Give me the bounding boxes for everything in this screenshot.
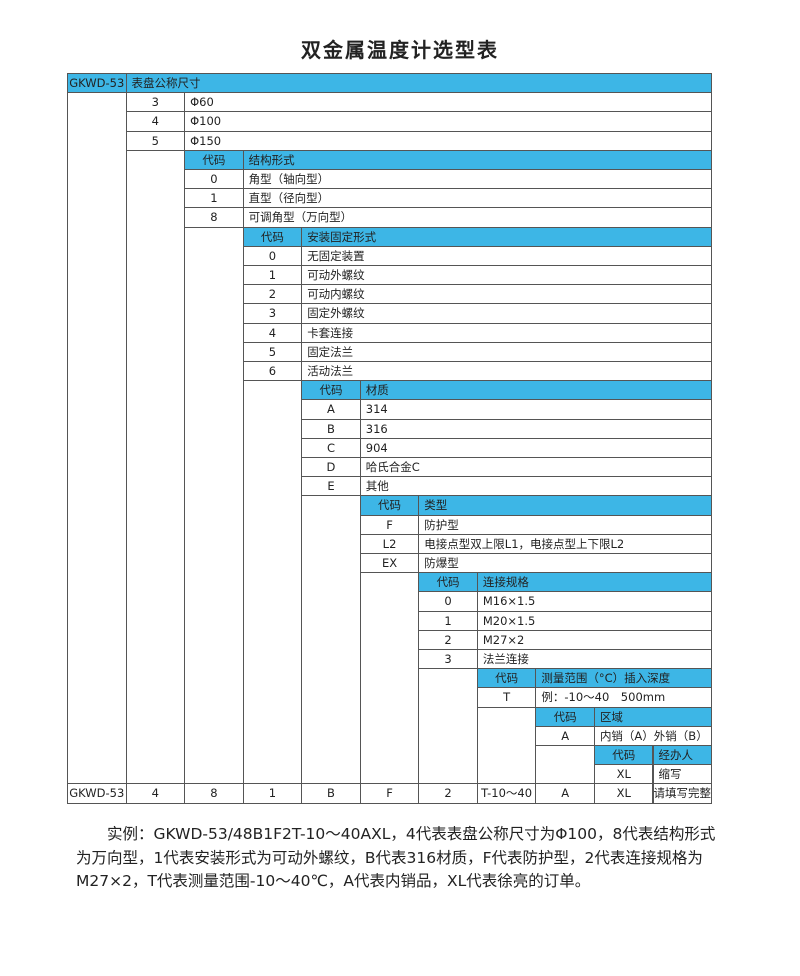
block-title: 测量范围（°C）插入深度 [535,668,713,689]
block-code-header: 代码 [476,668,537,689]
option-desc: 可动外螺纹 [301,265,713,286]
final-row-cell: 8 [184,783,244,804]
option-desc: 电接点型双上限L1，电接点型上下限L2 [418,533,713,554]
option-code: 2 [242,284,303,305]
option-code: B [301,418,361,439]
block-title: 区域 [593,706,713,727]
option-desc: 例：-10～40 500mm [535,687,713,708]
block-title: 表盘公称尺寸 [125,73,713,94]
final-row-cell: 1 [242,783,303,804]
option-code: 1 [242,265,303,286]
option-desc: 防护型 [418,514,713,535]
block-title: 类型 [418,495,713,516]
empty-column [418,668,478,785]
block-title: 经办人 [652,745,713,766]
option-desc: M27×2 [476,629,713,650]
final-row-cell: B [301,783,361,804]
option-code: L2 [359,533,420,554]
block-code-header: 代码 [301,380,361,401]
example-note: 实例：GKWD-53/48B1F2T-10～40AXL，4代表表盘公称尺寸为Φ1… [76,825,716,890]
option-code: 0 [418,591,478,612]
block-code-header: 代码 [359,495,420,516]
option-desc: 哈氏合金C [359,457,713,478]
block-code-header: 代码 [593,745,654,766]
final-row-cell: T-10～40 [476,783,537,804]
option-code: 3 [418,649,478,670]
block-code-header: GKWD-53 [67,73,127,94]
option-code: EX [359,553,420,574]
block-code-header: 代码 [242,226,303,247]
option-code: A [301,399,361,420]
final-row-cell: F [359,783,420,804]
option-code: 8 [184,207,244,228]
option-desc: 可动内螺纹 [301,284,713,305]
final-row-cell: 4 [125,783,186,804]
option-desc: 活动法兰 [301,361,713,382]
option-desc: 904 [359,437,713,458]
option-code: C [301,437,361,458]
block-title: 连接规格 [476,572,713,593]
empty-column [535,745,595,785]
option-code: A [535,725,595,746]
empty-column [184,226,244,785]
option-desc: 缩写 [652,764,713,785]
option-desc: 固定外螺纹 [301,303,713,324]
option-code: D [301,457,361,478]
empty-column [242,380,303,785]
final-row-cell: A [535,783,595,804]
option-code: 6 [242,361,303,382]
empty-column [301,495,361,785]
final-row-cell: GKWD-53 [67,783,127,804]
empty-column [476,706,537,785]
empty-column [359,572,420,785]
block-code-header: 代码 [535,706,595,727]
page-title: 双金属温度计选型表 [301,38,499,62]
option-code: 4 [125,111,186,132]
option-desc: Φ100 [184,111,713,132]
option-desc: 316 [359,418,713,439]
option-code: T [476,687,537,708]
option-code: 0 [184,169,244,190]
option-code: 1 [184,188,244,209]
option-desc: 角型（轴向型） [242,169,713,190]
option-desc: M20×1.5 [476,610,713,631]
option-desc: 无固定装置 [301,245,713,266]
block-code-header: 代码 [184,149,244,170]
block-title: 安装固定形式 [301,226,713,247]
option-code: 4 [242,322,303,343]
option-desc: M16×1.5 [476,591,713,612]
option-code: F [359,514,420,535]
empty-column [67,92,127,785]
final-row-cell: 2 [418,783,478,804]
option-code: 3 [125,92,186,113]
final-row-cell: 请填写完整 [652,783,713,804]
option-desc: 法兰连接 [476,649,713,670]
option-code: 2 [418,629,478,650]
final-row-cell: XL [593,783,654,804]
block-title: 结构形式 [242,149,713,170]
option-desc: 314 [359,399,713,420]
block-code-header: 代码 [418,572,478,593]
block-title: 材质 [359,380,713,401]
option-desc: Φ60 [184,92,713,113]
option-desc: 卡套连接 [301,322,713,343]
option-desc: 防爆型 [418,553,713,574]
option-code: 5 [125,130,186,151]
option-desc: 内销（A）外销（B） [593,725,713,746]
option-code: 3 [242,303,303,324]
option-desc: Φ150 [184,130,713,151]
option-code: 0 [242,245,303,266]
option-code: XL [593,764,654,785]
option-code: 1 [418,610,478,631]
option-desc: 固定法兰 [301,341,713,362]
option-desc: 可调角型（万向型） [242,207,713,228]
empty-column [125,149,186,785]
option-desc: 直型（径向型） [242,188,713,209]
option-desc: 其他 [359,476,713,497]
option-code: 5 [242,341,303,362]
option-code: E [301,476,361,497]
